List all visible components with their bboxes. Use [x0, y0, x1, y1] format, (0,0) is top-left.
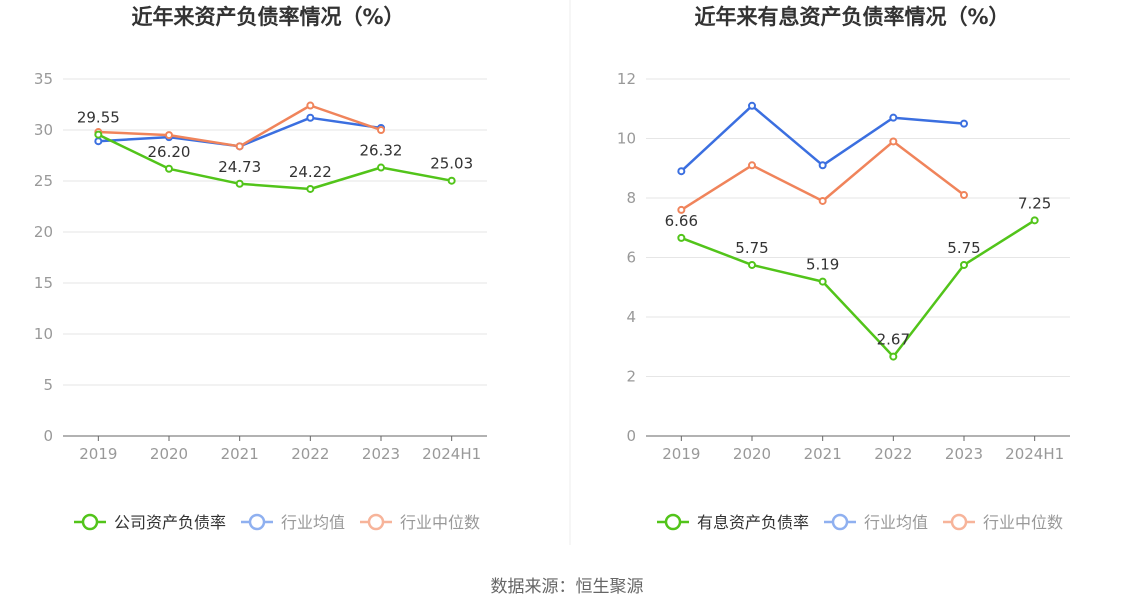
- data-point: [165, 131, 173, 140]
- data-point: [677, 205, 686, 214]
- data-point: [235, 179, 244, 188]
- x-tick-label: 2019: [662, 445, 700, 463]
- x-tick-label: 2024H1: [422, 445, 481, 463]
- data-label: 5.19: [806, 256, 839, 274]
- data-point: [960, 191, 968, 200]
- x-tick-label: 2022: [291, 445, 329, 463]
- data-label: 5.75: [735, 239, 768, 257]
- data-point: [1030, 216, 1039, 225]
- y-tick-label: 6: [626, 249, 636, 267]
- data-point: [889, 137, 898, 146]
- y-tick-label: 15: [34, 274, 53, 292]
- data-label: 5.75: [947, 239, 980, 257]
- data-label: 24.73: [218, 158, 261, 176]
- legend-marker: [664, 513, 682, 531]
- legend-marker: [950, 513, 968, 531]
- data-point: [818, 196, 827, 205]
- chart-title: 近年来有息资产负债率情况（%）: [694, 5, 1009, 29]
- legend-marker: [831, 513, 849, 531]
- data-point: [235, 142, 244, 151]
- data-point: [377, 126, 385, 134]
- debt-ratio-chart: 近年来资产负债率情况（%） 0 5 10 15 20 25 30 35 2019 2020 2021 2…: [34, 5, 487, 532]
- series-line-0: [680, 219, 1036, 358]
- data-point: [94, 130, 103, 139]
- y-tick-label: 20: [34, 223, 53, 241]
- series-line-2: [98, 104, 382, 148]
- y-tick-label: 10: [617, 130, 636, 148]
- chart-title: 近年来资产负债率情况（%）: [131, 5, 404, 29]
- x-tick-label: 2022: [874, 445, 912, 463]
- data-source-footer: 数据来源：恒生聚源: [491, 577, 644, 597]
- x-tick-label: 2021: [221, 445, 259, 463]
- y-tick-label: 10: [34, 325, 53, 343]
- data-label: 25.03: [430, 155, 473, 173]
- data-point: [748, 101, 756, 110]
- data-point: [377, 163, 385, 172]
- legend-item: 行业中位数: [943, 513, 1063, 532]
- legend-item: 公司资产负债率: [74, 513, 226, 532]
- x-tick-label: 2023: [362, 445, 400, 463]
- data-point: [889, 352, 898, 361]
- x-tick-label: 2024H1: [1005, 445, 1064, 463]
- data-point: [306, 113, 315, 122]
- y-tick-label: 0: [43, 427, 53, 445]
- data-label: 26.20: [148, 143, 191, 161]
- x-tick-label: 2020: [733, 445, 771, 463]
- data-label: 26.32: [360, 142, 403, 160]
- legend-label: 有息资产负债率: [697, 513, 809, 532]
- data-point: [677, 167, 686, 176]
- legend-item: 有息资产负债率: [657, 513, 809, 532]
- y-tick-label: 35: [34, 70, 53, 88]
- x-tick-label: 2020: [150, 445, 188, 463]
- data-point: [818, 277, 827, 286]
- y-tick-label: 8: [626, 189, 636, 207]
- y-tick-label: 12: [617, 70, 636, 88]
- interest-debt-ratio-chart: 近年来有息资产负债率情况（%） 0 2 4 6 8 10 12 2019 2020 2021 2022…: [617, 5, 1070, 532]
- data-point: [165, 164, 173, 173]
- data-point: [447, 176, 456, 185]
- legend-marker: [81, 513, 99, 531]
- data-point: [306, 184, 315, 193]
- legend-marker: [367, 513, 385, 531]
- y-tick-label: 4: [626, 308, 636, 326]
- data-point: [748, 161, 756, 170]
- y-tick-label: 5: [43, 376, 53, 394]
- data-point: [818, 161, 827, 170]
- x-tick-label: 2019: [79, 445, 117, 463]
- data-point: [677, 233, 686, 242]
- data-point: [748, 260, 756, 269]
- legend-label: 行业中位数: [983, 513, 1063, 532]
- y-tick-label: 0: [626, 427, 636, 445]
- data-point: [889, 113, 898, 122]
- data-label: 6.66: [665, 212, 698, 230]
- data-label: 7.25: [1018, 194, 1051, 212]
- data-point: [960, 260, 968, 269]
- data-label: 2.67: [877, 331, 910, 349]
- data-point: [306, 101, 315, 110]
- data-label: 24.22: [289, 163, 332, 181]
- series-line-0: [97, 133, 452, 191]
- y-tick-label: 30: [34, 121, 53, 139]
- legend-label: 公司资产负债率: [114, 513, 226, 532]
- y-tick-label: 25: [34, 172, 53, 190]
- legend-label: 行业中位数: [400, 513, 480, 532]
- data-label: 29.55: [77, 109, 120, 127]
- y-tick-label: 2: [626, 368, 636, 386]
- x-tick-label: 2023: [945, 445, 983, 463]
- data-point: [94, 137, 103, 146]
- data-point: [960, 119, 968, 128]
- x-tick-label: 2021: [804, 445, 842, 463]
- legend-marker: [248, 513, 266, 531]
- legend-item: 行业中位数: [360, 513, 480, 532]
- legend-label: 行业均值: [281, 513, 345, 532]
- series-line-1: [98, 116, 382, 148]
- legend-item: 行业均值: [241, 513, 345, 532]
- legend-item: 行业均值: [824, 513, 928, 532]
- legend-label: 行业均值: [864, 513, 928, 532]
